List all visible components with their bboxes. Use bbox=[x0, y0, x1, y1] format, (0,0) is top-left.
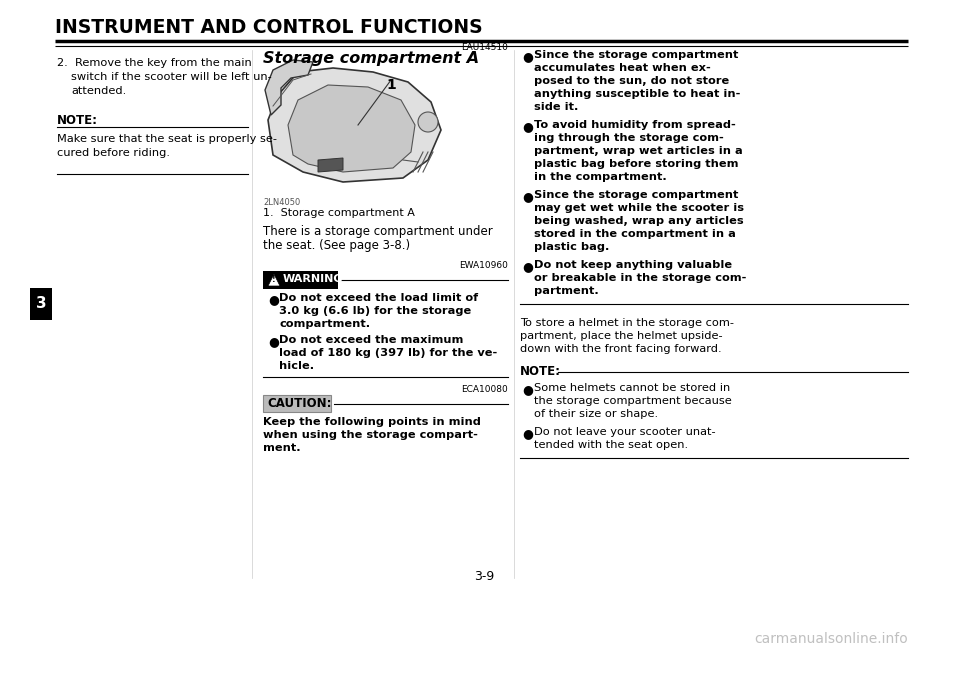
Text: compartment.: compartment. bbox=[279, 319, 371, 329]
Text: ing through the storage com-: ing through the storage com- bbox=[534, 133, 724, 143]
Text: partment.: partment. bbox=[534, 286, 599, 296]
Text: carmanualsonline.info: carmanualsonline.info bbox=[755, 632, 908, 646]
Text: cured before riding.: cured before riding. bbox=[57, 148, 170, 158]
Text: when using the storage compart-: when using the storage compart- bbox=[263, 430, 478, 440]
Text: NOTE:: NOTE: bbox=[57, 114, 98, 127]
Text: NOTE:: NOTE: bbox=[520, 365, 561, 378]
Text: ●: ● bbox=[522, 190, 533, 203]
Polygon shape bbox=[268, 274, 280, 286]
Text: accumulates heat when ex-: accumulates heat when ex- bbox=[534, 63, 710, 73]
Polygon shape bbox=[268, 68, 441, 182]
Text: !: ! bbox=[273, 275, 276, 284]
Text: ●: ● bbox=[522, 260, 533, 273]
Text: Do not exceed the load limit of: Do not exceed the load limit of bbox=[279, 293, 478, 303]
Text: ●: ● bbox=[268, 335, 278, 348]
Text: There is a storage compartment under: There is a storage compartment under bbox=[263, 225, 492, 238]
Text: EAU14510: EAU14510 bbox=[461, 43, 508, 52]
Text: To avoid humidity from spread-: To avoid humidity from spread- bbox=[534, 120, 735, 130]
Text: stored in the compartment in a: stored in the compartment in a bbox=[534, 229, 736, 239]
Text: 3-9: 3-9 bbox=[474, 570, 494, 583]
Text: Do not exceed the maximum: Do not exceed the maximum bbox=[279, 335, 464, 345]
Text: tended with the seat open.: tended with the seat open. bbox=[534, 440, 688, 450]
Text: partment, wrap wet articles in a: partment, wrap wet articles in a bbox=[534, 146, 743, 156]
Polygon shape bbox=[318, 158, 343, 172]
Circle shape bbox=[418, 112, 438, 132]
Text: the storage compartment because: the storage compartment because bbox=[534, 396, 732, 406]
Polygon shape bbox=[265, 60, 313, 115]
Text: 3: 3 bbox=[36, 296, 46, 311]
Text: in the compartment.: in the compartment. bbox=[534, 172, 667, 182]
Text: may get wet while the scooter is: may get wet while the scooter is bbox=[534, 203, 744, 213]
Text: posed to the sun, do not store: posed to the sun, do not store bbox=[534, 76, 730, 86]
Bar bbox=[263, 271, 338, 289]
Text: ment.: ment. bbox=[263, 443, 300, 453]
Text: ●: ● bbox=[268, 293, 278, 306]
Text: plastic bag before storing them: plastic bag before storing them bbox=[534, 159, 738, 169]
Text: 2LN4050: 2LN4050 bbox=[263, 198, 300, 207]
Text: Make sure that the seat is properly se-: Make sure that the seat is properly se- bbox=[57, 134, 277, 144]
Text: plastic bag.: plastic bag. bbox=[534, 242, 610, 252]
Text: Some helmets cannot be stored in: Some helmets cannot be stored in bbox=[534, 383, 731, 393]
Text: Keep the following points in mind: Keep the following points in mind bbox=[263, 417, 481, 427]
Text: the seat. (See page 3-8.): the seat. (See page 3-8.) bbox=[263, 239, 410, 252]
Text: Do not leave your scooter unat-: Do not leave your scooter unat- bbox=[534, 427, 715, 437]
Text: being washed, wrap any articles: being washed, wrap any articles bbox=[534, 216, 744, 226]
Text: down with the front facing forward.: down with the front facing forward. bbox=[520, 344, 722, 354]
Text: partment, place the helmet upside-: partment, place the helmet upside- bbox=[520, 331, 723, 341]
Text: Since the storage compartment: Since the storage compartment bbox=[534, 190, 738, 200]
Text: 2.  Remove the key from the main: 2. Remove the key from the main bbox=[57, 58, 252, 68]
Text: Since the storage compartment: Since the storage compartment bbox=[534, 50, 738, 60]
Text: 3.0 kg (6.6 lb) for the storage: 3.0 kg (6.6 lb) for the storage bbox=[279, 306, 471, 316]
Text: ●: ● bbox=[522, 427, 533, 440]
Text: ECA10080: ECA10080 bbox=[461, 385, 508, 394]
Text: CAUTION:: CAUTION: bbox=[267, 397, 331, 410]
Text: anything susceptible to heat in-: anything susceptible to heat in- bbox=[534, 89, 740, 99]
Text: of their size or shape.: of their size or shape. bbox=[534, 409, 659, 419]
Bar bbox=[263, 395, 331, 412]
Text: or breakable in the storage com-: or breakable in the storage com- bbox=[534, 273, 746, 283]
Text: EWA10960: EWA10960 bbox=[459, 261, 508, 270]
Text: ●: ● bbox=[522, 383, 533, 396]
Text: hicle.: hicle. bbox=[279, 361, 314, 371]
Text: ●: ● bbox=[522, 50, 533, 63]
Text: 1: 1 bbox=[386, 78, 396, 92]
Text: attended.: attended. bbox=[71, 86, 127, 96]
Text: INSTRUMENT AND CONTROL FUNCTIONS: INSTRUMENT AND CONTROL FUNCTIONS bbox=[55, 18, 483, 37]
Text: ●: ● bbox=[522, 120, 533, 133]
Text: Do not keep anything valuable: Do not keep anything valuable bbox=[534, 260, 732, 270]
Polygon shape bbox=[288, 85, 415, 172]
Text: switch if the scooter will be left un-: switch if the scooter will be left un- bbox=[71, 72, 272, 82]
Text: Storage compartment A: Storage compartment A bbox=[263, 51, 479, 66]
Text: To store a helmet in the storage com-: To store a helmet in the storage com- bbox=[520, 318, 734, 328]
Text: WARNING: WARNING bbox=[283, 274, 344, 284]
Text: side it.: side it. bbox=[534, 102, 578, 112]
Text: load of 180 kg (397 lb) for the ve-: load of 180 kg (397 lb) for the ve- bbox=[279, 348, 497, 358]
Bar bbox=[30, 288, 52, 320]
Text: 1.  Storage compartment A: 1. Storage compartment A bbox=[263, 208, 415, 218]
